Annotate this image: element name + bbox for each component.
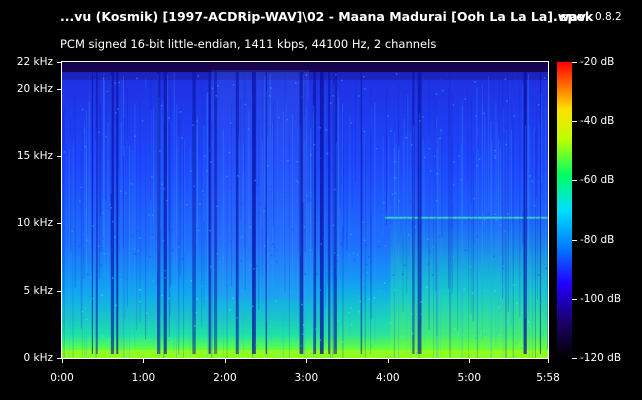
app-name: spek xyxy=(560,9,594,24)
color-tick-label: -60 dB xyxy=(580,174,615,187)
y-tick-label: 22 kHz xyxy=(16,56,53,68)
color-tick-label: -40 dB xyxy=(580,115,615,128)
x-tick-label: 4:00 xyxy=(376,372,400,384)
x-tick-label: 2:00 xyxy=(213,372,237,384)
x-tick-label: 5:58 xyxy=(536,372,560,384)
x-tick-label: 5:00 xyxy=(457,372,482,384)
color-scale-bar xyxy=(557,62,572,358)
color-tick-label: -20 dB xyxy=(580,56,615,68)
y-tick-label: 10 kHz xyxy=(16,217,53,230)
y-tick-label: 15 kHz xyxy=(16,150,53,163)
plot-frame xyxy=(61,61,549,359)
color-scale-ticks xyxy=(572,62,577,359)
y-tick-label: 0 kHz xyxy=(23,352,53,364)
color-tick-label: -120 dB xyxy=(580,352,622,364)
file-title: ...vu (Kosmik) [1997-ACDRip-WAV]\02 - Ma… xyxy=(60,9,586,24)
x-tick-label: 3:00 xyxy=(294,372,319,384)
app-version: 0.8.2 xyxy=(595,11,622,23)
audio-info: PCM signed 16-bit little-endian, 1411 kb… xyxy=(60,37,437,51)
x-ticks xyxy=(62,358,549,363)
x-tick-label: 1:00 xyxy=(131,372,156,384)
color-tick-label: -80 dB xyxy=(580,233,615,246)
y-tick-label: 5 kHz xyxy=(23,284,53,297)
y-tick-label: 20 kHz xyxy=(16,82,53,95)
spectrogram-detail xyxy=(62,62,548,358)
x-tick-label: 0:00 xyxy=(50,372,74,384)
color-tick-label: -100 dB xyxy=(580,292,622,305)
y-ticks xyxy=(57,62,62,359)
